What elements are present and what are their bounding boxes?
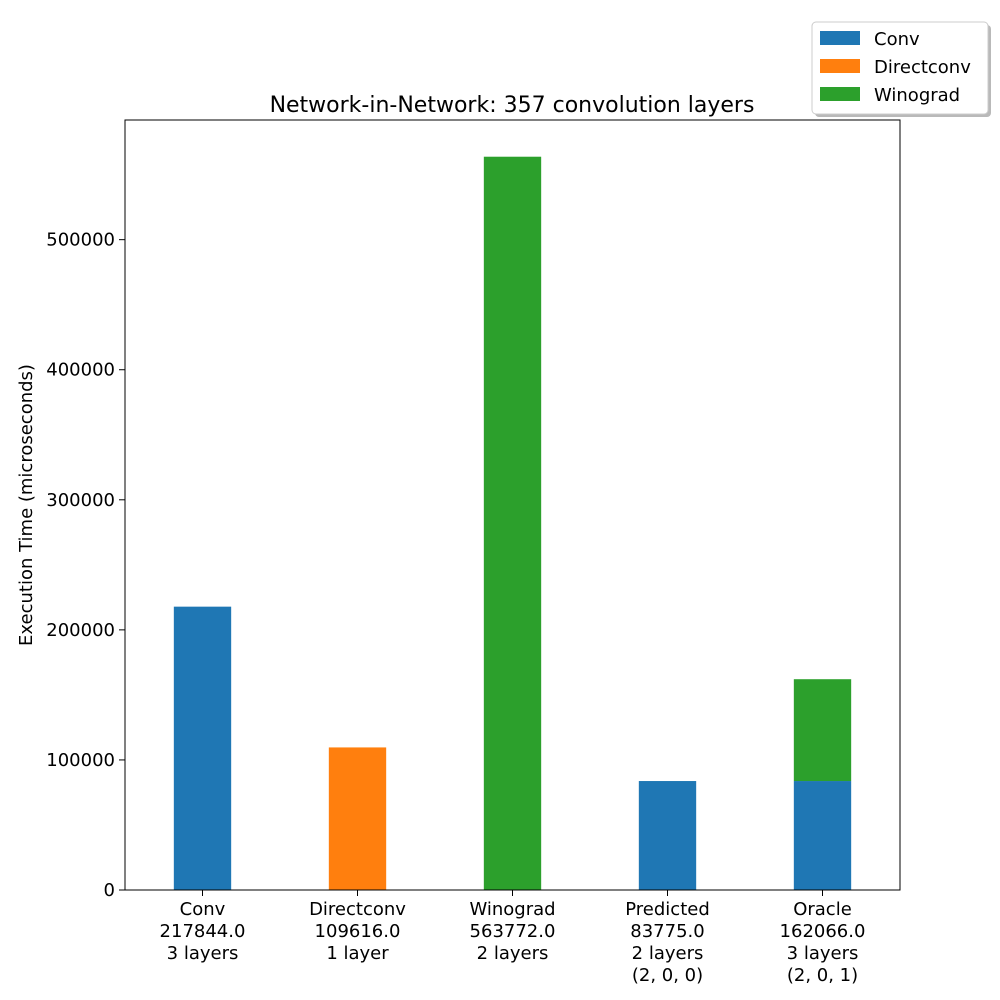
x-tick-label-1: Directconv 109616.0 1 layer (309, 899, 406, 964)
x-tick-label-2: Winograd 563772.0 2 layers (469, 899, 555, 964)
bar-winograd-4 (793, 679, 852, 782)
y-tick-label-0: 0 (104, 880, 115, 901)
y-tick-label-1: 100000 (46, 750, 115, 771)
plot-frame (124, 119, 901, 891)
y-tick-label-5: 500000 (46, 230, 115, 251)
x-tick-label-3: Predicted 83775.0 2 layers (2, 0, 0) (625, 899, 710, 986)
legend-label-winograd: Winograd (874, 85, 960, 106)
bar-conv-0 (173, 606, 232, 890)
legend-swatch-winograd (820, 87, 860, 101)
legend-label-conv: Conv (874, 29, 920, 50)
x-tick-label-0: Conv 217844.0 3 layers (160, 899, 246, 964)
bar-winograd-2 (483, 156, 542, 891)
y-tick-label-4: 400000 (46, 360, 115, 381)
bar-conv-4 (793, 781, 852, 890)
legend-label-directconv: Directconv (874, 57, 971, 78)
bars-group (173, 156, 852, 891)
x-axis: Conv 217844.0 3 layers Directconv 109616.0 1 … (160, 890, 866, 986)
y-tick-label-2: 200000 (46, 620, 115, 641)
bar-directconv-1 (328, 747, 387, 890)
legend-swatch-conv (820, 31, 860, 45)
legend-swatch-directconv (820, 59, 860, 73)
chart-title: Network-in-Network: 357 convolution laye… (270, 93, 755, 118)
y-axis: 0 100000 200000 300000 400000 500000 (46, 230, 125, 901)
bar-conv-3 (638, 781, 697, 890)
x-tick-label-4: Oracle 162066.0 3 layers (2, 0, 1) (780, 899, 866, 986)
legend: Conv Directconv Winograd (811, 21, 991, 117)
y-tick-label-3: 300000 (46, 490, 115, 511)
y-axis-label: Execution Time (microseconds) (16, 364, 37, 646)
